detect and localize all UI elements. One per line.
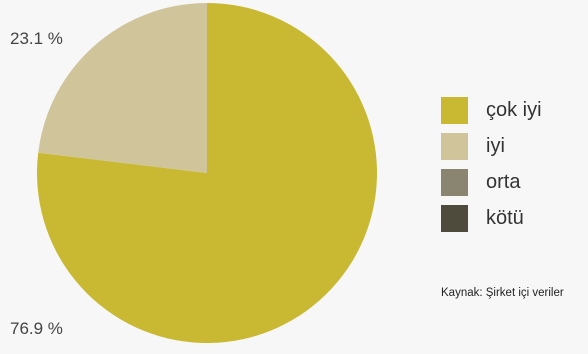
legend-label-cok-iyi: çok iyi: [486, 98, 542, 121]
legend-swatch-kotu: [441, 204, 468, 232]
pie-slice-iyi: [38, 3, 207, 173]
pie-slice-çok-iyi: [36, 3, 378, 343]
source-note: Kaynak: Şirket içi veriler: [441, 287, 564, 299]
legend-item-orta: orta: [441, 164, 542, 200]
slice-label-iyi: 23.1 %: [10, 29, 63, 48]
legend-swatch-iyi: [441, 132, 468, 160]
legend-swatch-orta: [441, 168, 468, 196]
legend-item-cok-iyi: çok iyi: [441, 92, 542, 128]
legend-item-kotu: kötü: [441, 200, 542, 236]
legend-label-kotu: kötü: [486, 206, 524, 229]
legend-swatch-cok-iyi: [441, 96, 468, 124]
slice-label-cok-iyi: 76.9 %: [10, 319, 63, 338]
legend-label-orta: orta: [486, 170, 521, 193]
legend: çok iyi iyi orta kötü: [441, 92, 542, 236]
legend-item-iyi: iyi: [441, 128, 542, 164]
legend-label-iyi: iyi: [486, 134, 505, 157]
